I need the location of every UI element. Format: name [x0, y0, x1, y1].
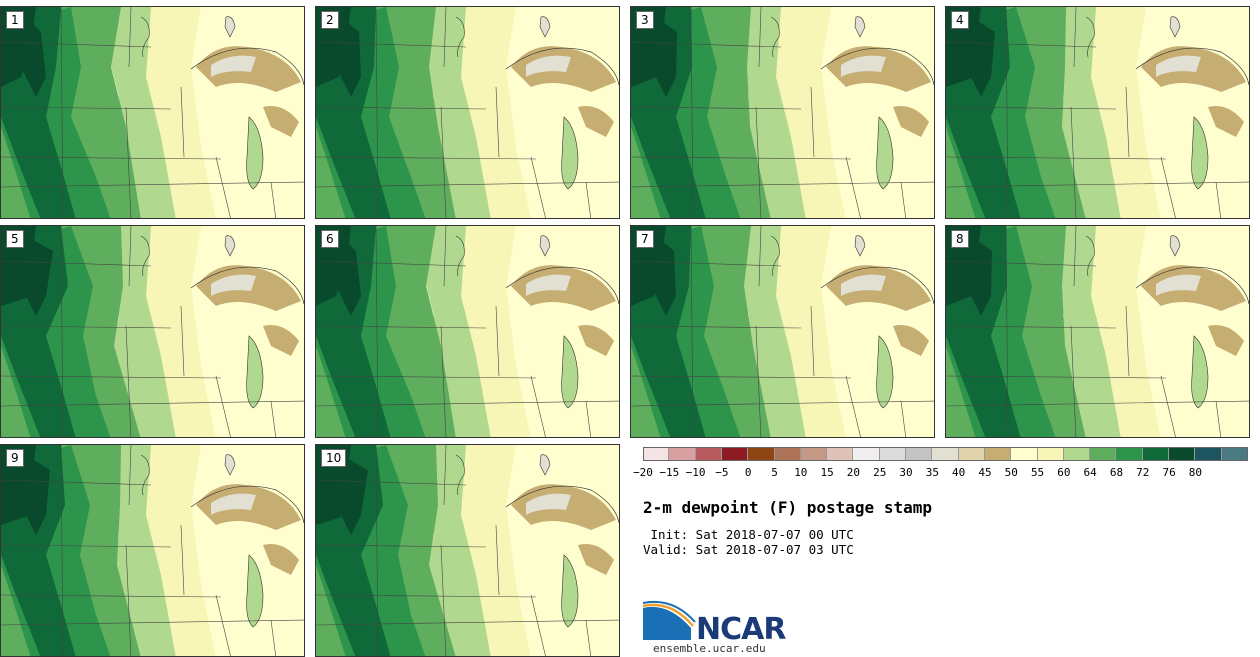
colorbar-tick-label: 45 [978, 466, 992, 479]
colorbar-tick-label: 20 [846, 466, 861, 479]
member-label: 8 [951, 230, 969, 248]
member-label: 5 [6, 230, 24, 248]
colorbar-tick-label: −5 [715, 466, 729, 479]
ensemble-member-map: 1 [0, 6, 305, 219]
ensemble-member-map: 4 [945, 6, 1250, 219]
colorbar-swatch [853, 447, 880, 461]
colorbar-swatch [774, 447, 801, 461]
colorbar-tick-label: 0 [744, 466, 752, 479]
colorbar-tick-label: 55 [1030, 466, 1045, 479]
colorbar-tick-label: 80 [1188, 466, 1203, 479]
member-label: 4 [951, 11, 969, 29]
ensemble-member-map: 5 [0, 225, 305, 438]
colorbar-tick-label: 15 [820, 466, 834, 479]
dewpoint-colorbar [643, 447, 1248, 461]
member-label: 7 [636, 230, 654, 248]
colorbar-swatch [1116, 447, 1143, 461]
ensemble-member-map: 10 [315, 444, 620, 657]
colorbar-swatch [1011, 447, 1038, 461]
member-label: 6 [321, 230, 339, 248]
colorbar-swatch [695, 447, 722, 461]
ncar-logo-text: NCAR [696, 612, 786, 647]
colorbar-swatch [1142, 447, 1170, 461]
colorbar-swatch [669, 447, 696, 461]
member-label: 10 [321, 449, 347, 467]
colorbar-tick-label: 25 [873, 466, 887, 479]
colorbar-swatch [800, 447, 828, 461]
colorbar-swatch [721, 447, 749, 461]
colorbar-tick-label: 50 [1004, 466, 1018, 479]
colorbar-tick-label: 40 [952, 466, 966, 479]
colorbar-swatch [1169, 447, 1196, 461]
chart-title: 2-m dewpoint (F) postage stamp [643, 498, 932, 517]
colorbar-swatch [1090, 447, 1117, 461]
colorbar-swatch [1037, 447, 1064, 461]
colorbar-swatch [906, 447, 933, 461]
colorbar-tick-label: 35 [925, 466, 939, 479]
colorbar-swatch [748, 447, 775, 461]
colorbar-tick-label: −20 [633, 466, 653, 479]
ncar-logo-icon [643, 600, 696, 640]
colorbar-tick-label: 76 [1162, 466, 1176, 479]
ensemble-member-map: 8 [945, 225, 1250, 438]
colorbar-tick-label: 30 [899, 466, 913, 479]
colorbar-tick-label: 64 [1083, 466, 1097, 479]
colorbar-swatch [984, 447, 1012, 461]
valid-time: Valid: Sat 2018-07-07 03 UTC [643, 542, 854, 557]
ensemble-member-map: 6 [315, 225, 620, 438]
colorbar-tick-label: 5 [771, 466, 778, 479]
colorbar-swatch [643, 447, 670, 461]
ensemble-member-map: 9 [0, 444, 305, 657]
ensemble-member-map: 7 [630, 225, 935, 438]
ensemble-member-map: 2 [315, 6, 620, 219]
colorbar-swatch [879, 447, 907, 461]
colorbar-tick-label: 10 [794, 466, 808, 479]
colorbar-swatch [958, 447, 985, 461]
ensemble-member-map: 3 [630, 6, 935, 219]
colorbar-tick-label: 60 [1057, 466, 1071, 479]
colorbar-swatch [1195, 447, 1222, 461]
colorbar-tick-label: 68 [1109, 466, 1124, 479]
logo-url: ensemble.ucar.edu [653, 642, 766, 655]
member-label: 1 [6, 11, 24, 29]
colorbar-tick-label: 72 [1136, 466, 1150, 479]
member-label: 3 [636, 11, 654, 29]
colorbar-tick-label: −15 [659, 466, 680, 479]
member-label: 9 [6, 449, 24, 467]
colorbar-tick-label: −10 [685, 466, 706, 479]
colorbar-swatch [932, 447, 959, 461]
colorbar-swatch [827, 447, 854, 461]
colorbar-swatch [1063, 447, 1091, 461]
init-time: Init: Sat 2018-07-07 00 UTC [643, 527, 854, 542]
member-label: 2 [321, 11, 339, 29]
